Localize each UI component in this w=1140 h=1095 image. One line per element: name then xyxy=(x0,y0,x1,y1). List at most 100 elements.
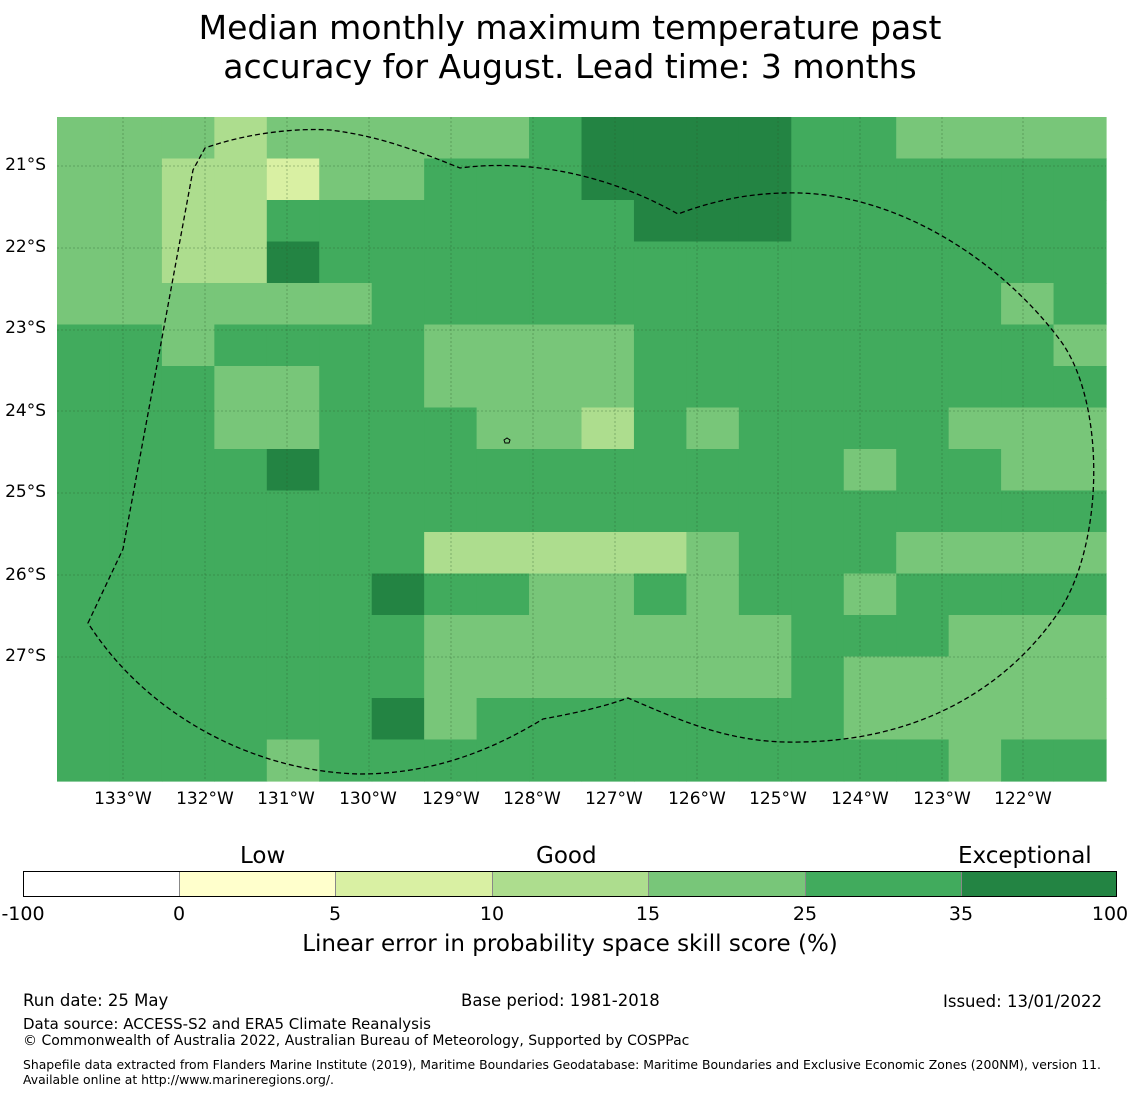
grid-cell xyxy=(791,739,845,782)
grid-cell xyxy=(738,490,792,533)
grid-cell xyxy=(214,407,268,450)
map-title-line2: accuracy for August. Lead time: 3 months xyxy=(223,47,917,86)
grid-cell xyxy=(1001,200,1055,243)
grid-cell xyxy=(214,241,268,284)
colorbar-tick: 5 xyxy=(328,903,342,925)
grid-cell xyxy=(476,532,530,575)
grid-cell xyxy=(686,283,740,326)
grid-cell xyxy=(266,200,320,243)
grid-cell xyxy=(686,573,740,616)
grid-cell xyxy=(319,117,373,160)
grid-cell xyxy=(266,532,320,575)
grid-cell xyxy=(529,698,583,741)
grid-cell xyxy=(1001,739,1055,782)
grid-cell xyxy=(1001,366,1055,409)
grid-cell xyxy=(896,283,950,326)
grid-cell xyxy=(738,656,792,699)
grid-cell xyxy=(738,283,792,326)
grid-cell xyxy=(843,449,897,492)
grid-cell xyxy=(476,200,530,243)
grid-cell xyxy=(686,407,740,450)
grid-cell xyxy=(214,739,268,782)
grid-cell xyxy=(109,739,163,782)
grid-cell xyxy=(266,241,320,284)
grid-cell xyxy=(109,698,163,741)
grid-cell xyxy=(843,407,897,450)
grid-cell xyxy=(791,366,845,409)
grid-cell xyxy=(161,698,215,741)
grid-cell xyxy=(1053,490,1107,533)
grid-cell xyxy=(791,615,845,658)
grid-cell xyxy=(1001,698,1055,741)
grid-cell xyxy=(266,283,320,326)
grid-cell xyxy=(633,407,687,450)
lon-label-128w: 128°W xyxy=(503,789,561,809)
grid-cell xyxy=(529,532,583,575)
grid-cell xyxy=(686,158,740,201)
grid-cell xyxy=(57,698,111,741)
grid-cell xyxy=(1001,407,1055,450)
colorbar-category-good: Good xyxy=(536,843,597,869)
grid-cell xyxy=(738,200,792,243)
grid-cell xyxy=(57,573,111,616)
colorbar-segment xyxy=(336,872,493,896)
grid-cell xyxy=(319,449,373,492)
grid-cell xyxy=(1001,490,1055,533)
grid-cell xyxy=(948,324,1002,367)
grid-cell xyxy=(896,117,950,160)
grid-cell xyxy=(161,449,215,492)
grid-cell xyxy=(371,739,425,782)
grid-cell xyxy=(109,283,163,326)
grid-cell xyxy=(424,241,478,284)
grid-cell xyxy=(843,283,897,326)
colorbar-category-low: Low xyxy=(240,843,286,869)
grid-cell xyxy=(738,449,792,492)
grid-cell xyxy=(686,739,740,782)
data-source: Data source: ACCESS-S2 and ERA5 Climate … xyxy=(23,1015,431,1033)
eez-boundary xyxy=(87,128,1095,775)
grid-cell xyxy=(319,615,373,658)
grid-cell xyxy=(266,698,320,741)
grid-cell xyxy=(791,449,845,492)
grid-cell xyxy=(476,283,530,326)
grid-cell xyxy=(529,490,583,533)
grid-cell xyxy=(843,698,897,741)
grid-cell xyxy=(424,698,478,741)
grid-cell xyxy=(371,573,425,616)
grid-cell xyxy=(1053,241,1107,284)
grid-cell xyxy=(57,324,111,367)
grid-cell xyxy=(1053,615,1107,658)
grid-cell xyxy=(319,739,373,782)
grid-cell xyxy=(214,158,268,201)
grid-cell xyxy=(633,490,687,533)
grid-cell xyxy=(57,739,111,782)
grid-cell xyxy=(738,573,792,616)
grid-cell xyxy=(581,241,635,284)
grid-cell xyxy=(633,283,687,326)
grid-cell xyxy=(319,532,373,575)
grid-cell xyxy=(529,117,583,160)
grid-cell xyxy=(424,407,478,450)
grid-cell xyxy=(791,241,845,284)
grid-cell xyxy=(948,532,1002,575)
grid-cell xyxy=(266,117,320,160)
grid-cell xyxy=(476,490,530,533)
grid-cell xyxy=(1053,283,1107,326)
grid-cell xyxy=(896,449,950,492)
lat-label-23s: 23°S xyxy=(5,318,46,338)
lon-label-124w: 124°W xyxy=(831,789,889,809)
grid-cell xyxy=(738,117,792,160)
grid-cell xyxy=(161,739,215,782)
grid-cell xyxy=(896,490,950,533)
grid-cell xyxy=(581,739,635,782)
grid-cell xyxy=(161,656,215,699)
grid-cell xyxy=(791,283,845,326)
grid-cell xyxy=(581,158,635,201)
grid-cell xyxy=(371,366,425,409)
grid-cell xyxy=(633,158,687,201)
grid-cell xyxy=(476,117,530,160)
grid-cell xyxy=(424,449,478,492)
lat-label-25s: 25°S xyxy=(5,482,46,502)
grid-cell xyxy=(109,241,163,284)
grid-cell xyxy=(476,698,530,741)
